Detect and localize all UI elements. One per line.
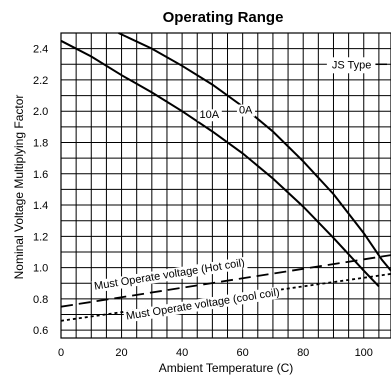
y-tick-label: 1.8 (33, 137, 48, 149)
series-line-3 (60, 273, 391, 322)
label-10a: 10A (200, 109, 220, 121)
x-tick-label: 80 (297, 347, 309, 359)
y-tick-label: 1.4 (33, 200, 48, 212)
cool-coil-label: Must Operate voltage (cool coil) (125, 286, 280, 322)
series-group (60, 32, 391, 322)
x-axis-label: Ambient Temperature (C) (159, 361, 294, 375)
cool-coil-label-background (123, 286, 283, 323)
y-tick-label: 0.6 (33, 325, 48, 337)
y-tick-label: 2.4 (33, 44, 48, 56)
legend-box (326, 57, 377, 74)
label-10a-background (197, 109, 222, 122)
x-tick-label: 0 (58, 347, 64, 359)
chart-title: Operating Range (163, 9, 284, 26)
hot-coil-label: Must Operate voltage (Hot coil) (93, 257, 245, 293)
y-tick-label: 1.0 (33, 263, 48, 275)
y-tick-label: 1.2 (33, 231, 48, 243)
legend: JS Type (326, 57, 387, 74)
x-tick-label: 60 (237, 347, 249, 359)
grid (61, 33, 391, 338)
annotations: Must Operate voltage (Hot coil)Must Oper… (91, 104, 283, 323)
y-tick-label: 0.8 (33, 294, 48, 306)
label-0a: 0A (239, 105, 253, 117)
label-0a-background (236, 104, 256, 117)
tick-labels: 0 20 40 60 80 100 0.6 0.8 1.0 1.2 1.4 1.6 1.8 2.0 2.2 2… (33, 44, 373, 359)
x-tick-label: 40 (176, 347, 188, 359)
x-tick-label: 100 (355, 347, 373, 359)
series-line-0 (118, 32, 391, 272)
y-tick-label: 2.2 (33, 75, 48, 87)
y-axis-label: Nominal Voltage Multiplying Factor (12, 95, 26, 280)
x-tick-label: 20 (115, 347, 127, 359)
y-tick-label: 2.0 (33, 106, 48, 118)
y-tick-label: 1.6 (33, 169, 48, 181)
hot-coil-label-background (91, 256, 248, 293)
plot-frame (60, 32, 391, 339)
series-line-1 (60, 39, 380, 288)
legend-label: JS Type (332, 59, 372, 71)
series-line-2 (60, 254, 391, 308)
